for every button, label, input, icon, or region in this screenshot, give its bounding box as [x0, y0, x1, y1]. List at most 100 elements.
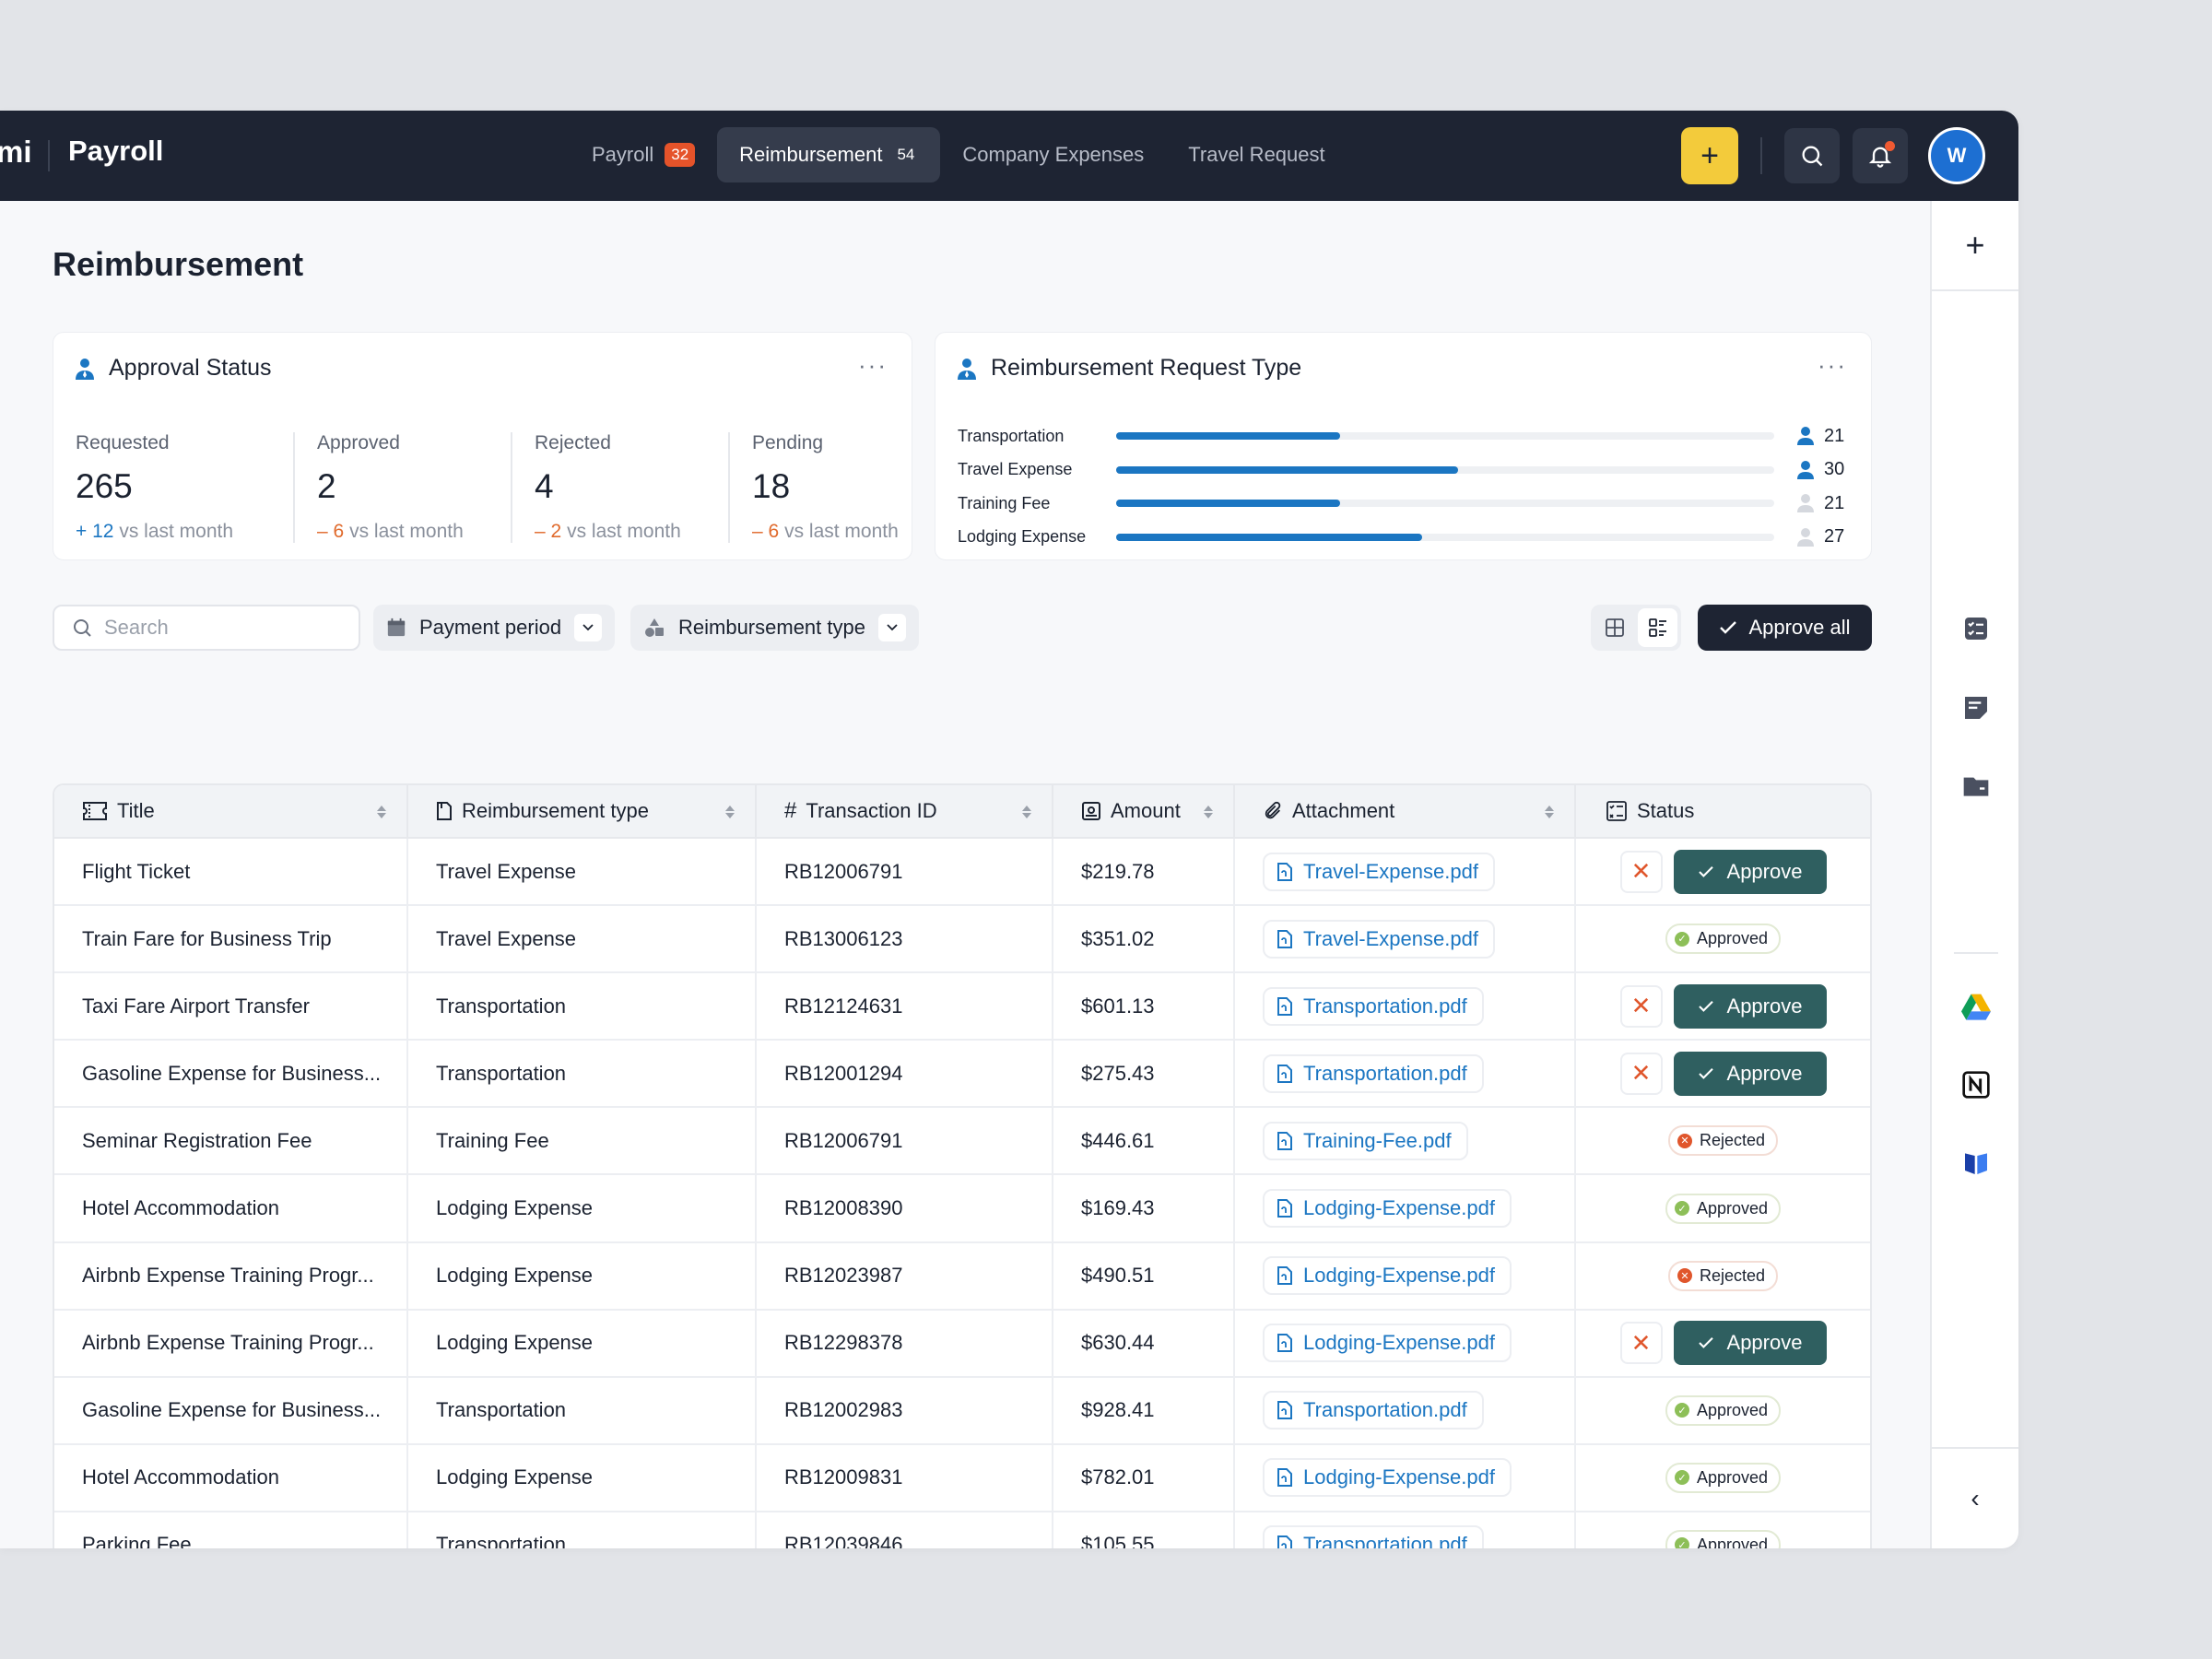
card-header: Reimbursement Request Type	[956, 355, 1301, 382]
tab-company-expenses[interactable]: Company Expenses	[940, 127, 1166, 182]
x-circle-icon: ✕	[1677, 1133, 1692, 1148]
folder-icon[interactable]	[1959, 770, 1993, 803]
status-badge: ✓ Approved	[1665, 1529, 1782, 1548]
status-badge: ✕ Rejected	[1667, 1125, 1779, 1157]
file-icon	[1277, 862, 1292, 881]
table-row: Airbnb Expense Training Progr... Lodging …	[54, 1310, 1870, 1378]
attachment-link[interactable]: Travel-Expense.pdf	[1263, 919, 1495, 959]
page-title: Reimbursement	[53, 245, 304, 283]
table-body: Flight Ticket Travel Expense RB12006791 $21…	[54, 839, 1870, 1548]
attachment-link[interactable]: Training-Fee.pdf	[1263, 1121, 1468, 1160]
attachment-name: Transportation.pdf	[1303, 1533, 1467, 1548]
more-options-icon[interactable]: ···	[858, 351, 888, 379]
count-value: 30	[1824, 459, 1845, 480]
search-field[interactable]	[53, 605, 360, 651]
table-header: Title Reimbursement type # Transaction I…	[54, 785, 1870, 839]
status-grid-icon	[1606, 801, 1627, 821]
column-header-title[interactable]: Title	[54, 785, 408, 837]
notifications-button[interactable]	[1853, 128, 1908, 183]
bell-icon	[1868, 147, 1892, 168]
cell-attachment: Transportation.pdf	[1235, 973, 1576, 1040]
cell-type: Lodging Expense	[408, 1444, 757, 1511]
app-window: mi Payroll Payroll 32 Reimbursement 54 C…	[0, 111, 2018, 1548]
payment-period-filter[interactable]: Payment period	[373, 605, 616, 651]
list-icon	[1648, 618, 1666, 637]
check-circle-icon: ✓	[1674, 1403, 1689, 1418]
attachment-name: Lodging-Expense.pdf	[1303, 1331, 1495, 1355]
tab-travel-request[interactable]: Travel Request	[1166, 127, 1347, 182]
count-value: 21	[1824, 425, 1845, 446]
sort-icon[interactable]	[1545, 806, 1554, 818]
approve-button[interactable]: Approve	[1673, 983, 1827, 1029]
reject-button[interactable]: ✕	[1619, 984, 1663, 1028]
request-type-bar	[1116, 533, 1774, 541]
filter-label: Payment period	[419, 616, 562, 639]
cell-amount: $169.43	[1053, 1175, 1235, 1241]
attachment-link[interactable]: Travel-Expense.pdf	[1263, 852, 1495, 891]
column-header-type[interactable]: Reimbursement type	[408, 785, 757, 837]
approve-button[interactable]: Approve	[1673, 849, 1827, 894]
more-options-icon[interactable]: ···	[1818, 351, 1847, 379]
notion-icon[interactable]	[1959, 1068, 1993, 1101]
cell-transaction-id: RB12298378	[757, 1310, 1053, 1376]
column-header-status[interactable]: Status	[1576, 785, 1870, 837]
attachment-link[interactable]: Lodging-Expense.pdf	[1263, 1458, 1512, 1498]
cell-amount: $782.01	[1053, 1444, 1235, 1511]
search-input[interactable]	[104, 616, 325, 640]
search-icon	[1802, 146, 1823, 167]
cell-transaction-id: RB13006123	[757, 906, 1053, 972]
row-actions: ✕ Approve	[1619, 983, 1827, 1029]
column-header-amount[interactable]: Amount	[1053, 785, 1235, 837]
rail-add-button[interactable]: +	[1932, 201, 2018, 291]
attachment-link[interactable]: Transportation.pdf	[1263, 1053, 1484, 1093]
approve-button[interactable]: Approve	[1673, 1051, 1827, 1096]
request-type-bar	[1116, 432, 1774, 441]
column-header-transaction-id[interactable]: # Transaction ID	[757, 785, 1053, 837]
search-button[interactable]	[1784, 128, 1840, 183]
cell-status: ✕ Approve	[1576, 1041, 1870, 1106]
sort-icon[interactable]	[1204, 806, 1213, 818]
sort-icon[interactable]	[725, 806, 735, 818]
cell-transaction-id: RB12023987	[757, 1242, 1053, 1309]
attachment-link[interactable]: Lodging-Expense.pdf	[1263, 1256, 1512, 1296]
row-actions: ✕ Approve	[1619, 1321, 1827, 1366]
tab-count-badge: 32	[665, 143, 696, 167]
google-drive-icon[interactable]	[1959, 990, 1993, 1023]
reject-button[interactable]: ✕	[1619, 850, 1663, 893]
notes-icon[interactable]	[1959, 691, 1993, 724]
grid-view-button[interactable]	[1594, 608, 1634, 647]
app-icon[interactable]	[1959, 1147, 1993, 1180]
attachment-link[interactable]: Lodging-Expense.pdf	[1263, 1324, 1512, 1363]
cell-attachment: Transportation.pdf	[1235, 1377, 1576, 1443]
approve-all-button[interactable]: Approve all	[1698, 605, 1872, 651]
tab-label: Travel Request	[1188, 143, 1325, 166]
request-type-card: Reimbursement Request Type ··· Transport…	[935, 332, 1872, 560]
sort-icon[interactable]	[1022, 806, 1031, 818]
approve-button[interactable]: Approve	[1673, 1321, 1827, 1366]
card-title: Reimbursement Request Type	[991, 355, 1302, 381]
checklist-icon[interactable]	[1959, 612, 1993, 645]
person-icon	[1797, 427, 1814, 446]
cell-title: Hotel Accommodation	[54, 1444, 408, 1511]
sort-icon[interactable]	[377, 806, 386, 818]
attachment-link[interactable]: Transportation.pdf	[1263, 1391, 1484, 1430]
collapse-rail-button[interactable]: ‹	[1932, 1447, 2018, 1548]
tab-reimbursement[interactable]: Reimbursement 54	[717, 127, 941, 182]
reject-button[interactable]: ✕	[1619, 1052, 1663, 1095]
add-button[interactable]: +	[1681, 127, 1738, 184]
user-avatar[interactable]: W	[1928, 127, 1985, 184]
cell-title: Seminar Registration Fee	[54, 1108, 408, 1174]
attachment-link[interactable]: Lodging-Expense.pdf	[1263, 1189, 1512, 1229]
cell-amount: $351.02	[1053, 906, 1235, 972]
count-value: 21	[1824, 492, 1845, 513]
tab-payroll[interactable]: Payroll 32	[570, 127, 717, 182]
approve-label: Approve	[1726, 994, 1803, 1018]
request-type-bar-fill	[1116, 500, 1340, 508]
attachment-link[interactable]: Transportation.pdf	[1263, 986, 1484, 1026]
list-view-button[interactable]	[1638, 608, 1677, 647]
reject-button[interactable]: ✕	[1619, 1322, 1663, 1365]
file-icon	[1277, 996, 1292, 1016]
reimbursement-type-filter[interactable]: Reimbursement type	[630, 605, 919, 651]
attachment-link[interactable]: Transportation.pdf	[1263, 1525, 1484, 1548]
column-header-attachment[interactable]: Attachment	[1235, 785, 1576, 837]
